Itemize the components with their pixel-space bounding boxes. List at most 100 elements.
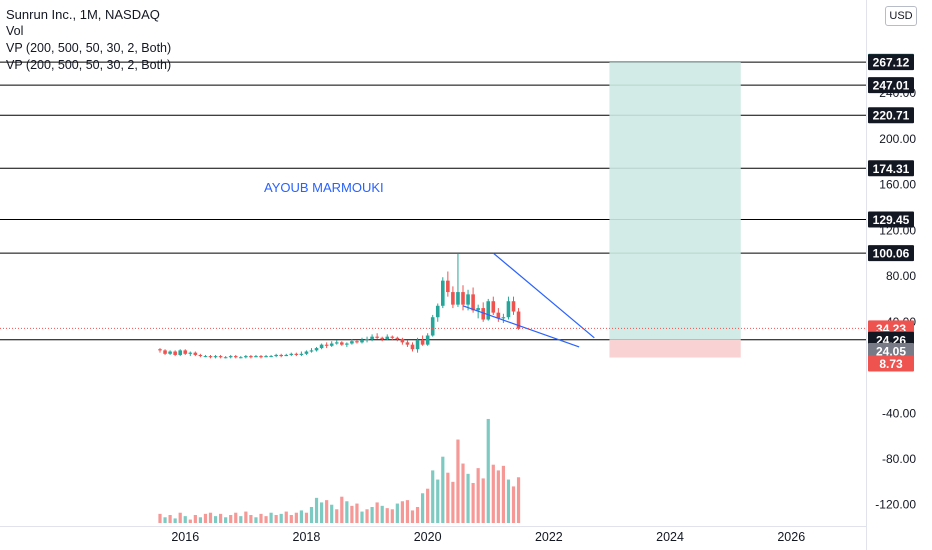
candle-body: [400, 338, 405, 343]
candle-body: [254, 356, 258, 358]
candle-body: [158, 349, 162, 351]
target-zone: [609, 62, 741, 340]
time-tick-label: 2024: [656, 530, 684, 544]
candle-body: [375, 336, 379, 338]
candle-body: [233, 356, 238, 358]
candle-body: [249, 356, 253, 358]
candle-body: [355, 341, 359, 343]
candle-body: [395, 337, 400, 339]
volume-bar: [340, 496, 344, 523]
volume-bar: [279, 513, 283, 523]
price-tag-bg: [868, 211, 914, 228]
volume-bar: [421, 493, 425, 523]
stop-zone: [609, 339, 741, 358]
candle-body: [279, 354, 283, 357]
candle-body: [314, 348, 319, 351]
candle-body: [486, 301, 491, 320]
price-tag-bg: [868, 77, 914, 94]
candle-body: [334, 342, 339, 344]
falling-wedge: [462, 252, 595, 348]
candle-body: [324, 344, 329, 346]
candle-body: [415, 340, 420, 350]
candle-body: [309, 350, 314, 352]
volume-bar: [299, 510, 303, 523]
candle-body: [481, 308, 485, 320]
volume-bar: [335, 509, 339, 523]
candle-body: [456, 292, 460, 305]
volume-bar: [188, 519, 192, 523]
candle-body: [163, 350, 167, 354]
price-tag-bg: [868, 54, 914, 71]
time-tick-label: 2020: [414, 530, 442, 544]
volume-bar: [289, 514, 293, 523]
candle-body: [269, 356, 273, 358]
price-tick-label: 160.00: [879, 178, 916, 192]
volume-bar: [168, 514, 172, 523]
volume-bar: [158, 513, 162, 523]
time-tick-label: 2016: [171, 530, 199, 544]
volume-bar: [395, 503, 399, 523]
volume-bar: [274, 514, 278, 523]
candle-body: [239, 357, 243, 359]
volume-bar: [219, 513, 223, 523]
volume-bar: [314, 497, 319, 523]
price-tag-label: 247.01: [873, 79, 910, 93]
candle-body: [471, 294, 475, 311]
candle-body: [228, 356, 233, 358]
candle-body: [213, 356, 218, 358]
price-tag-label: 24.05: [876, 344, 906, 358]
time-axis: 2016 2018 2020 2022 2024 2026: [171, 530, 805, 544]
volume-bar: [350, 505, 354, 523]
volume-bar: [375, 502, 379, 523]
candle-body: [218, 356, 223, 358]
volume-bar: [441, 456, 445, 523]
volume-bars: [158, 418, 521, 523]
price-tag-bg: [868, 355, 914, 372]
volume-bar: [400, 501, 404, 523]
symbol-title[interactable]: Sunrun Inc., 1M, NASDAQ: [6, 7, 160, 22]
position-zones: [609, 62, 741, 358]
wedge-lower-line: [462, 305, 580, 348]
volume-bar: [370, 506, 374, 523]
volume-bar: [486, 418, 490, 523]
volume-bar: [284, 511, 288, 523]
indicator-vp-2[interactable]: VP (200, 500, 50, 30, 2, Both): [6, 58, 172, 72]
volume-bar: [183, 516, 187, 523]
candle-body: [451, 292, 455, 305]
wedge-upper-line: [492, 252, 595, 339]
volume-bar: [506, 479, 511, 523]
candlesticks: [158, 253, 521, 359]
volume-bar: [234, 512, 238, 523]
candle-body: [516, 311, 521, 329]
candle-body: [244, 356, 248, 358]
price-tag-label: 129.45: [873, 213, 910, 227]
candle-body: [178, 350, 182, 355]
candle-body: [425, 335, 430, 345]
candle-body: [274, 354, 278, 357]
indicator-vol[interactable]: Vol: [6, 24, 24, 38]
candle-body: [350, 341, 354, 344]
volume-bar: [249, 514, 253, 523]
candle-body: [466, 294, 470, 305]
currency-button[interactable]: USD: [885, 6, 917, 26]
indicator-vp-1[interactable]: VP (200, 500, 50, 30, 2, Both): [6, 41, 172, 55]
volume-bar: [481, 478, 485, 523]
candle-body: [294, 353, 299, 355]
annotation-label: AYOUB MARMOUKI: [264, 180, 384, 195]
candle-body: [435, 305, 440, 318]
time-tick-label: 2022: [535, 530, 563, 544]
volume-bar: [198, 517, 202, 523]
candle-body: [446, 280, 450, 293]
volume-bar: [496, 470, 500, 523]
volume-bar: [163, 517, 167, 523]
volume-bar: [355, 503, 359, 523]
candle-body: [319, 344, 324, 349]
candle-body: [385, 336, 390, 339]
price-tag-bg: [868, 160, 914, 177]
volume-bar: [390, 509, 394, 523]
candle-body: [340, 342, 344, 345]
volume-bar: [415, 506, 420, 523]
candle-body: [461, 292, 465, 305]
price-tick-label: 80.00: [886, 269, 916, 283]
